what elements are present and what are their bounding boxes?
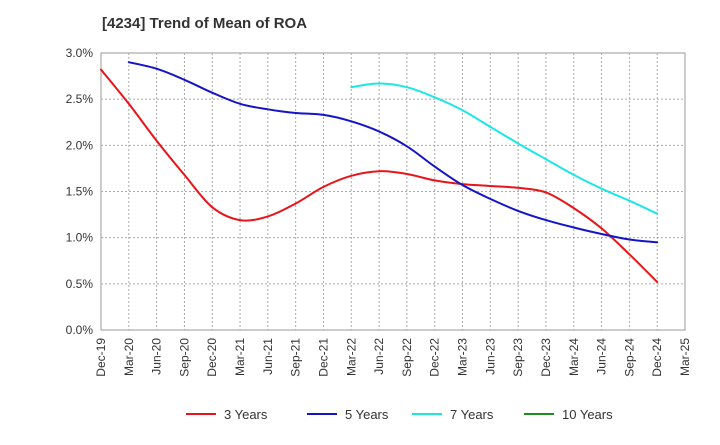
y-tick-label: 0.5% xyxy=(66,277,94,291)
x-tick-label: Mar-23 xyxy=(456,338,470,376)
x-tick-label: Dec-21 xyxy=(316,338,330,377)
x-tick-label: Mar-25 xyxy=(678,338,692,376)
x-tick-label: Jun-22 xyxy=(372,338,386,375)
legend-label-3-years: 3 Years xyxy=(224,407,268,422)
x-tick-label: Jun-21 xyxy=(261,338,275,375)
x-tick-label: Dec-23 xyxy=(539,338,553,377)
x-tick-label: Jun-24 xyxy=(595,338,609,375)
y-tick-label: 2.0% xyxy=(66,138,94,152)
y-tick-label: 1.5% xyxy=(66,185,94,199)
y-tick-label: 3.0% xyxy=(66,46,94,60)
legend-label-10-years: 10 Years xyxy=(562,407,613,422)
x-tick-label: Dec-20 xyxy=(205,338,219,377)
x-tick-label: Dec-24 xyxy=(650,338,664,377)
legend-label-7-years: 7 Years xyxy=(450,407,494,422)
y-tick-label: 2.5% xyxy=(66,92,94,106)
y-tick-label: 1.0% xyxy=(66,231,94,245)
x-tick-label: Sep-24 xyxy=(622,338,636,377)
legend-label-5-years: 5 Years xyxy=(345,407,389,422)
x-tick-label: Sep-20 xyxy=(177,338,191,377)
x-tick-label: Sep-22 xyxy=(400,338,414,377)
x-tick-label: Jun-23 xyxy=(483,338,497,375)
x-tick-label: Mar-21 xyxy=(233,338,247,376)
y-tick-label: 0.0% xyxy=(66,323,94,337)
chart-title: [4234] Trend of Mean of ROA xyxy=(102,15,308,32)
x-tick-label: Mar-20 xyxy=(122,338,136,376)
series-line-3-years xyxy=(100,68,659,283)
x-tick-label: Sep-21 xyxy=(289,338,303,377)
x-tick-label: Sep-23 xyxy=(511,338,525,377)
x-tick-label: Dec-19 xyxy=(94,338,108,377)
x-tick-label: Dec-22 xyxy=(428,338,442,377)
x-tick-label: Jun-20 xyxy=(150,338,164,375)
x-tick-label: Mar-24 xyxy=(567,338,581,376)
x-tick-label: Mar-22 xyxy=(344,338,358,376)
series-line-5-years xyxy=(127,61,659,244)
series-line-7-years xyxy=(350,82,659,215)
